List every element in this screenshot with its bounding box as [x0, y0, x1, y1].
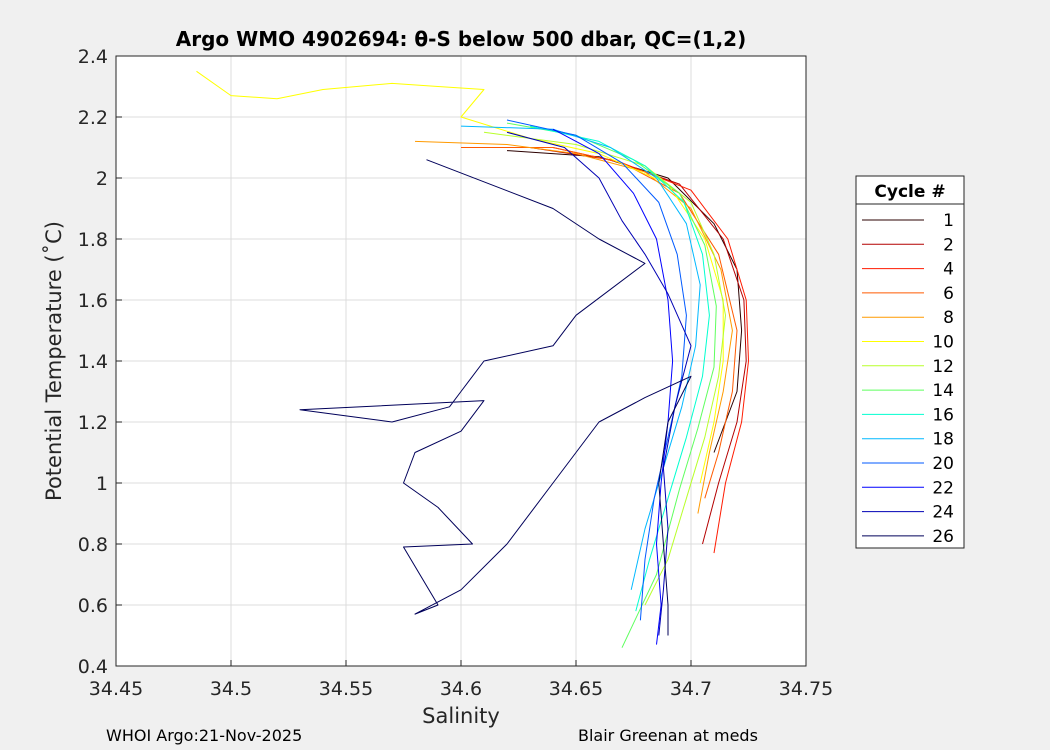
series-line-cycle-8 — [414, 140, 733, 514]
legend-label: 12 — [932, 357, 954, 377]
series-line-cycle-26 — [299, 159, 692, 636]
y-tick-label: 1 — [96, 473, 108, 495]
x-tick-label: 34.55 — [319, 678, 373, 700]
footer-right-text: Blair Greenan at meds — [578, 726, 758, 745]
y-tick-label: 1.2 — [78, 412, 108, 434]
y-tick-label: 1.4 — [78, 351, 108, 373]
y-tick-label: 2.4 — [78, 46, 108, 68]
series-line-cycle-12 — [483, 131, 726, 606]
series-line-cycle-18 — [460, 125, 701, 590]
legend-label: 14 — [932, 381, 954, 401]
chart-title: Argo WMO 4902694: θ-S below 500 dbar, QC… — [176, 27, 746, 51]
y-tick-label: 0.6 — [78, 595, 108, 617]
y-tick-label: 1.6 — [78, 290, 108, 312]
series-line-cycle-14 — [506, 122, 717, 648]
x-tick-label: 34.5 — [210, 678, 252, 700]
legend-label: 8 — [943, 308, 954, 328]
footer-left-text: WHOI Argo:21-Nov-2025 — [106, 726, 302, 745]
x-tick-label: 34.7 — [670, 678, 712, 700]
y-tick-label: 2 — [96, 168, 108, 190]
series-line-cycle-6 — [461, 147, 738, 499]
x-tick-label: 34.75 — [779, 678, 833, 700]
x-tick-label: 34.65 — [549, 678, 603, 700]
y-tick-label: 1.8 — [78, 229, 108, 251]
series-line-cycle-20 — [506, 119, 687, 621]
x-ticks: 34.45 34.5 34.55 34.6 34.65 34.7 34.75 — [89, 660, 833, 700]
plot-area: 34.45 34.5 34.55 34.6 34.65 34.7 34.75 0.40.60… — [78, 46, 833, 700]
y-tick-label: 2.2 — [78, 107, 108, 129]
legend-title: Cycle # — [874, 182, 945, 202]
legend-label: 24 — [932, 503, 954, 523]
legend-label: 10 — [932, 333, 954, 353]
legend-label: 16 — [932, 405, 954, 425]
series-line-cycle-22 — [552, 128, 674, 645]
legend-box — [855, 175, 965, 549]
x-axis-label: Salinity — [422, 704, 500, 728]
legend-label: 2 — [943, 235, 954, 255]
data-series-group — [196, 70, 749, 648]
legend-label: 18 — [932, 430, 954, 450]
legend-label: 20 — [932, 454, 954, 474]
legend-label: 1 — [943, 211, 954, 231]
x-tick-label: 34.45 — [89, 678, 143, 700]
series-line-cycle-24 — [506, 131, 692, 636]
y-ticks: 0.4 0.6 0.8 1 1.2 1.4 1.6 1.8 2 2.2 2.4 — [78, 46, 122, 678]
y-tick-label: 0.8 — [78, 534, 108, 556]
y-tick-label: 0.4 — [78, 656, 108, 678]
y-axis-label: Potential Temperature (˚C) — [42, 221, 66, 501]
x-tick-label: 34.6 — [440, 678, 482, 700]
legend-label: 6 — [943, 284, 954, 304]
legend-label: 4 — [943, 260, 954, 280]
legend-label: 26 — [932, 527, 954, 547]
legend-label: 22 — [932, 478, 954, 498]
